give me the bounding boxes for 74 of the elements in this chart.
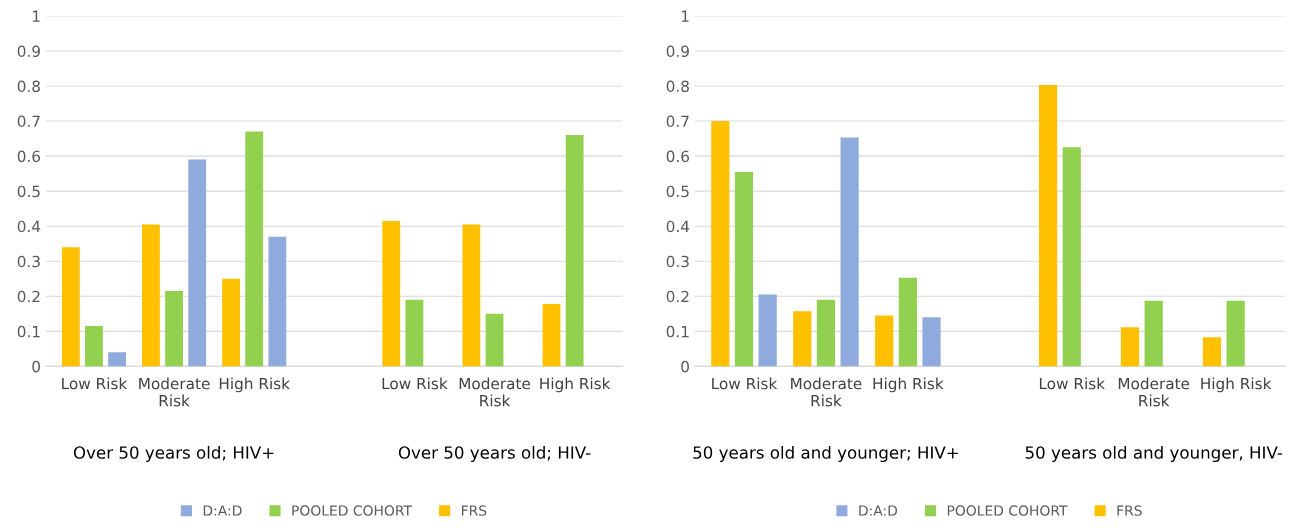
bar [840,137,859,367]
bar [1144,300,1163,367]
y-tick-label: 0.7 [17,115,40,128]
y-tick-label: 0.3 [17,255,40,268]
x-tick-label: High Risk [1201,377,1272,393]
bar [382,220,401,367]
bar [734,171,754,367]
y-tick-label: 0 [32,360,41,373]
legend-label: D:A:D [203,505,242,516]
legend-label: D:A:D [859,505,898,516]
bar [222,278,240,367]
bar [816,299,836,367]
y-tick-label: 0.5 [17,185,40,198]
y-tick-label: 0.9 [666,45,689,57]
bar [405,299,424,367]
y-tick-label: 0.9 [17,45,40,57]
bar [188,159,207,367]
text: Over 50 years old; HIV- [398,445,591,463]
y-tick-label: 1 [32,10,40,22]
y-tick-label: 0.3 [666,255,689,268]
bar [758,294,777,367]
y-tick-label: 0.2 [666,290,689,303]
text: 50 years old and younger; HIV+ [693,445,958,463]
bar [1202,337,1222,367]
y-tick-label: 0.6 [17,150,41,163]
text: 50 years old and younger, HIV- [1025,445,1283,463]
y-tick-label: 0.2 [17,290,40,303]
legend-label: POOLED COHORT [947,505,1068,516]
y-tick-label: 0 [681,360,689,373]
legend-label: FRS [1117,505,1142,516]
legend-label: FRS [461,505,487,516]
x-tick-label: Moderate Risk [139,377,210,407]
bar [542,304,561,367]
bar [108,352,126,367]
bar [922,317,941,367]
x-tick-label: High Risk [219,377,290,393]
bar [1226,300,1245,367]
bar [142,224,160,367]
bar [245,131,264,367]
legend-label: POOLED COHORT [292,505,413,516]
y-tick-label: 0.4 [17,220,41,233]
bar [462,224,481,367]
bar [875,315,894,367]
x-tick-label: Moderate Risk [791,377,862,407]
bar [165,291,183,367]
bar [565,135,584,367]
y-tick-label: 0.1 [666,325,689,338]
y-tick-label: 0.8 [666,80,689,93]
text: Over 50 years old; HIV+ [73,445,274,463]
y-tick-label: 0.8 [17,80,40,93]
bar [485,313,504,367]
x-tick-label: Low Risk [62,377,128,390]
x-tick-label: Moderate Risk [1118,377,1190,407]
bar [1120,327,1140,367]
x-tick-label: High Risk [873,377,944,393]
bar [85,326,103,367]
bar [898,277,917,367]
bar [711,121,730,367]
x-tick-label: Low Risk [1039,377,1105,390]
y-tick-label: 0.7 [666,115,689,128]
x-tick-label: Low Risk [382,377,448,390]
x-tick-label: Moderate Risk [459,377,531,407]
bar [61,247,80,367]
bar [793,311,812,367]
y-tick-label: 0.6 [666,150,690,163]
bar [268,236,287,367]
y-tick-label: 0.5 [666,185,689,198]
x-tick-label: High Risk [540,377,611,393]
y-tick-label: 1 [681,10,689,22]
y-tick-label: 0.1 [17,325,40,338]
x-tick-label: Low Risk [712,377,778,390]
bar [1038,84,1058,367]
y-tick-label: 0.4 [666,220,690,233]
bar [1062,147,1081,367]
